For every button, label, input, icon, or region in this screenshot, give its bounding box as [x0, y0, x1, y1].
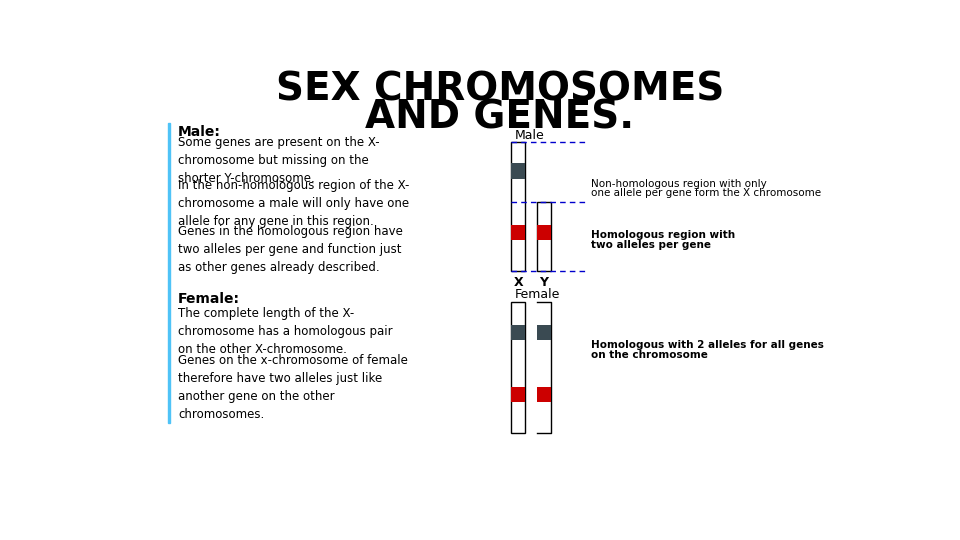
Text: Homologous region with: Homologous region with: [591, 231, 735, 240]
Text: The complete length of the X-
chromosome has a homologous pair
on the other X-ch: The complete length of the X- chromosome…: [179, 307, 393, 356]
Text: Genes on the x-chromosome of female
therefore have two alleles just like
another: Genes on the x-chromosome of female ther…: [179, 354, 408, 421]
Bar: [512, 142, 525, 271]
Text: Some genes are present on the X-
chromosome but missing on the
shorter Y-chromos: Some genes are present on the X- chromos…: [179, 137, 380, 185]
Text: Homologous with 2 alleles for all genes: Homologous with 2 alleles for all genes: [591, 340, 824, 350]
Text: two alleles per gene: two alleles per gene: [591, 240, 711, 249]
Bar: [168, 123, 170, 423]
Text: Genes in the homologous region have
two alleles per gene and function just
as ot: Genes in the homologous region have two …: [179, 225, 403, 274]
Bar: [537, 202, 551, 271]
Bar: [512, 387, 525, 402]
Bar: [537, 225, 551, 240]
Text: Female: Female: [516, 288, 561, 301]
Text: Y: Y: [540, 276, 548, 289]
Text: Male: Male: [516, 129, 545, 141]
Bar: [537, 387, 551, 402]
Text: on the chromosome: on the chromosome: [591, 350, 708, 360]
Bar: [537, 325, 551, 340]
Text: Non-homologous region with only: Non-homologous region with only: [591, 179, 767, 189]
Bar: [512, 225, 525, 240]
Text: SEX CHROMOSOMES: SEX CHROMOSOMES: [276, 71, 724, 109]
Text: In the non-homologous region of the X-
chromosome a male will only have one
alle: In the non-homologous region of the X- c…: [179, 179, 410, 228]
Text: Female:: Female:: [179, 292, 240, 306]
Text: X: X: [514, 276, 523, 289]
Bar: [512, 302, 525, 433]
Text: one allele per gene form the X chromosome: one allele per gene form the X chromosom…: [591, 188, 822, 198]
Bar: [512, 164, 525, 179]
Text: AND GENES.: AND GENES.: [365, 99, 635, 137]
Bar: [512, 325, 525, 340]
Text: Male:: Male:: [179, 125, 221, 139]
